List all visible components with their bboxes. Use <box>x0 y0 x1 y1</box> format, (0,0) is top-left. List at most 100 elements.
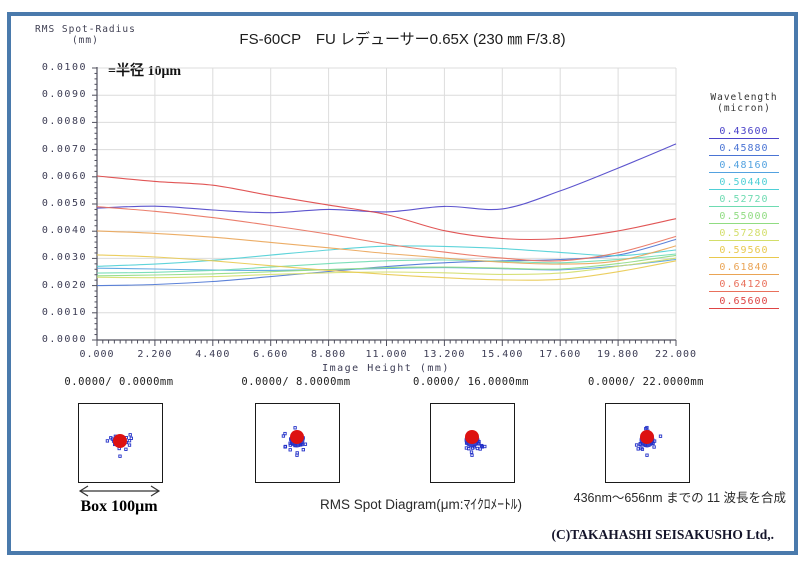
box-scale-label: Box 100μm <box>80 498 158 515</box>
spot-field-label: 0.0000/ 16.0000mm <box>413 376 529 388</box>
legend-entry-0.45880: 0.45880 <box>709 143 779 156</box>
x-tick-label: 13.200 <box>423 349 466 360</box>
series-line-0.61840 <box>96 230 677 265</box>
y-axis-title-line1: RMS Spot-Radius <box>35 24 136 35</box>
speckle-dot <box>293 426 297 430</box>
series-line-0.50440 <box>96 245 677 267</box>
speckle-dot <box>124 447 128 451</box>
spot-cluster <box>464 430 487 457</box>
x-tick-label: 0.000 <box>79 349 115 360</box>
speckle-dot <box>129 436 133 440</box>
spot-field-label: 0.0000/ 0.0000mm <box>64 376 174 388</box>
speckle-dot <box>128 433 132 437</box>
spot-center-dot <box>290 430 304 444</box>
y-tick-label: 0.0040 <box>41 225 87 237</box>
series-line-0.52720 <box>96 253 677 274</box>
spot-center-dot <box>640 430 654 444</box>
spot-box <box>605 403 690 483</box>
series-line-0.64120 <box>96 206 677 262</box>
spot-field-label: 0.0000/ 8.0000mm <box>241 376 351 388</box>
speckle-dot <box>288 448 292 452</box>
page-canvas: RMS Spot-Radius (mm) FS-60CP FU レデューサー0.… <box>11 16 794 551</box>
speckle-dot <box>470 453 474 457</box>
x-tick-label: 17.600 <box>539 349 582 360</box>
x-tick-label: 2.200 <box>137 349 173 360</box>
speckle-dot <box>303 442 308 446</box>
speckle-dot <box>109 436 113 440</box>
x-tick-label: 11.000 <box>365 349 408 360</box>
y-tick-label: 0.0050 <box>41 198 87 209</box>
legend-title-line1: Wavelength <box>710 92 778 103</box>
series-line-0.48160 <box>96 258 677 271</box>
wavelength-legend: Wavelength (micron) 0.43600 0.45880 0.4816… <box>698 92 790 313</box>
speckle-dot <box>634 443 639 447</box>
speckle-dot <box>281 434 286 438</box>
speckle-dot <box>645 425 649 430</box>
y-tick-label: 0.0020 <box>41 279 87 291</box>
speckle-dot <box>652 445 656 449</box>
x-tick-label: 4.400 <box>195 349 231 360</box>
spot-cluster <box>281 426 308 457</box>
y-tick-label: 0.0090 <box>41 89 87 101</box>
speckle-dot <box>467 447 471 451</box>
legend-entry-0.64120: 0.64120 <box>709 279 779 292</box>
x-tick-label: 15.400 <box>481 349 524 360</box>
legend-entry-0.43600: 0.43600 <box>709 126 779 139</box>
y-tick-label: 0.0060 <box>41 170 87 182</box>
y-axis-title-line2: (mm) <box>71 35 99 46</box>
wavelength-synthesis-note: 436nm～656nm までの 11 波長を合成 <box>573 491 786 505</box>
legend-title: Wavelength (micron) <box>698 92 790 114</box>
y-tick-label: 0.0070 <box>41 143 87 155</box>
legend-entry-0.57280: 0.57280 <box>709 228 779 241</box>
x-tick-label: 6.600 <box>253 349 289 360</box>
legend-entry-0.61840: 0.61840 <box>709 262 779 275</box>
copyright: (C)TAKAHASHI SEISAKUSHO Ltd,. <box>551 527 774 542</box>
speckle-dot <box>640 447 645 451</box>
legend-entry-0.65600: 0.65600 <box>709 296 779 309</box>
spot-field-label: 0.0000/ 22.0000mm <box>588 376 704 388</box>
speckle-dot <box>295 453 299 457</box>
spot-center-dot <box>113 434 127 448</box>
legend-entry-0.48160: 0.48160 <box>709 160 779 173</box>
legend-entries: 0.43600 0.45880 0.48160 0.50440 0.52720 0.550… <box>698 126 790 309</box>
spot-box <box>255 403 340 483</box>
y-tick-label: 0.0080 <box>41 116 87 128</box>
speckle-dot <box>658 434 663 438</box>
y-tick-label: 0.0100 <box>41 62 87 73</box>
speckle-dot <box>127 443 132 447</box>
speckle-dot <box>483 444 487 449</box>
y-tick-label: 0.0000 <box>41 334 87 345</box>
series-line-0.43600 <box>96 143 677 214</box>
series-line-0.55000 <box>96 254 677 277</box>
x-tick-label: 8.800 <box>311 349 347 360</box>
spot-diagram-caption: RMS Spot Diagram(μm:ﾏｲｸﾛﾒｰﾄﾙ) <box>319 497 523 512</box>
legend-entry-0.52720: 0.52720 <box>709 194 779 207</box>
scale-arrow-icon <box>78 485 161 497</box>
x-axis-title: Image Height (mm) <box>322 363 450 374</box>
spot-box <box>430 403 515 483</box>
speckle-dot <box>105 439 110 443</box>
speckle-dot <box>283 445 287 449</box>
spot-cluster <box>634 425 663 457</box>
series-line-0.57280 <box>96 257 677 279</box>
speckle-dot <box>469 450 474 454</box>
legend-title-line2: (micron) <box>717 103 771 114</box>
speckle-dot <box>480 444 484 448</box>
speckle-dot <box>636 447 640 451</box>
y-axis-title: RMS Spot-Radius (mm) <box>35 24 136 46</box>
speckle-dot <box>127 439 132 443</box>
chart-title: FS-60CP FU レデューサー0.65X (230 ㎜ F/3.8) <box>239 31 566 48</box>
spot-center-dot <box>465 430 479 444</box>
series-line-0.59560 <box>96 254 677 281</box>
speckle-dot <box>475 446 480 451</box>
spot-box <box>78 403 163 483</box>
rms-line-chart <box>92 67 677 346</box>
y-tick-label: 0.0030 <box>41 252 87 264</box>
x-tick-label: 19.800 <box>597 349 640 360</box>
spot-cluster <box>105 433 133 458</box>
y-tick-label: 0.0010 <box>41 306 87 318</box>
x-tick-label: 22.000 <box>654 349 698 360</box>
speckle-dot <box>118 454 122 458</box>
series-line-0.65600 <box>96 175 677 241</box>
legend-entry-0.50440: 0.50440 <box>709 177 779 190</box>
